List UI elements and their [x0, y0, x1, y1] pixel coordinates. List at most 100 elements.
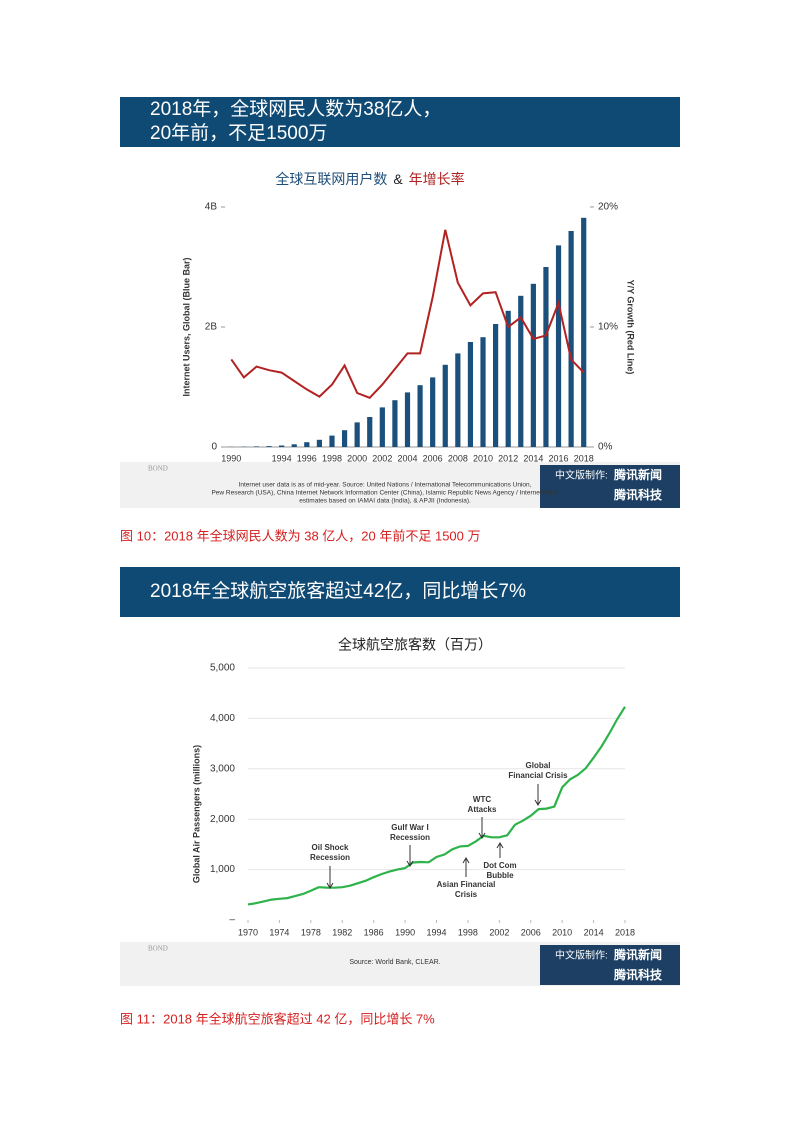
x-tick-label: 1982 — [332, 927, 352, 937]
x-tick-label: 1994 — [426, 927, 446, 937]
bar — [493, 324, 498, 447]
x-tick-label: 2014 — [523, 453, 543, 463]
bond-logo: BOND — [148, 945, 168, 953]
bar — [367, 417, 372, 447]
bar — [329, 436, 334, 447]
x-tick-label: 2004 — [397, 453, 417, 463]
x-tick-label: 1998 — [322, 453, 342, 463]
source-note: estimates based on IAMAI data (India), &… — [299, 498, 471, 505]
y2-tick-label: 0% — [598, 442, 613, 453]
y-tick-label: 3,000 — [210, 763, 235, 774]
bar — [279, 446, 284, 448]
bar — [380, 407, 385, 447]
x-tick-label: 1990 — [221, 453, 241, 463]
y-tick-label: 4B — [205, 202, 218, 213]
y-tick-label: 4,000 — [210, 713, 235, 724]
annotation: Bubble — [486, 871, 514, 880]
chart-title: 全球互联网用户数&年增长率 — [275, 171, 464, 187]
y2-axis-label: Y/Y Growth (Red Line) — [626, 280, 636, 375]
bar — [317, 440, 322, 447]
annotation: WTC — [473, 795, 491, 804]
bond-logo: BOND — [148, 465, 168, 473]
y-axis-label: Internet Users, Global (Blue Bar) — [181, 257, 191, 396]
x-tick-label: 2010 — [473, 453, 493, 463]
bar — [455, 353, 460, 447]
bar — [506, 311, 511, 447]
brand-label: 中文版制作: — [555, 949, 608, 962]
source-note: Source: World Bank, CLEAR. — [349, 959, 440, 966]
banner-text: 2018年，全球网民人数为38亿人， — [150, 98, 441, 120]
caption: 图 11：2018 年全球航空旅客超过 42 亿，同比增长 7% — [120, 1011, 435, 1026]
caption: 图 10：2018 年全球网民人数为 38 亿人，20 年前不足 1500 万 — [120, 528, 481, 543]
brand-name: 腾讯科技 — [613, 967, 663, 982]
y2-tick-label: 10% — [598, 322, 618, 333]
y-tick-label: 2B — [205, 322, 218, 333]
brand-name: 腾讯科技 — [613, 487, 663, 502]
y-tick-label: 2,000 — [210, 814, 235, 825]
x-tick-label: 2014 — [584, 927, 604, 937]
passenger-line — [248, 707, 625, 905]
y-tick-label: 1,000 — [210, 864, 235, 875]
annotation: Financial Crisis — [508, 771, 568, 780]
brand-name: 腾讯新闻 — [613, 467, 662, 482]
bar — [443, 365, 448, 447]
bar — [569, 231, 574, 447]
brand-name: 腾讯新闻 — [613, 947, 662, 962]
x-tick-label: 2000 — [347, 453, 367, 463]
bar — [556, 245, 561, 447]
x-tick-label: 2010 — [552, 927, 572, 937]
bar — [292, 444, 297, 447]
title-part: 全球互联网用户数 — [275, 171, 387, 187]
brand-label: 中文版制作: — [555, 469, 608, 482]
bar — [468, 342, 473, 447]
y-tick-label: 5,000 — [210, 663, 235, 674]
source-note: Pew Research (USA), China Internet Netwo… — [211, 490, 558, 497]
x-tick-label: 2006 — [521, 927, 541, 937]
annotation: Recession — [310, 853, 350, 862]
bar — [543, 267, 548, 447]
x-tick-label: 1986 — [364, 927, 384, 937]
x-tick-label: 2008 — [448, 453, 468, 463]
x-tick-label: 1996 — [297, 453, 317, 463]
title-part: & — [393, 171, 403, 187]
x-tick-label: 1974 — [269, 927, 289, 937]
y-axis-label: Global Air Passengers (millions) — [191, 745, 201, 883]
bar — [304, 442, 309, 447]
x-tick-label: 2018 — [574, 453, 594, 463]
bar — [254, 446, 259, 447]
x-tick-label: 1998 — [458, 927, 478, 937]
bar — [531, 284, 536, 447]
banner-text: 20年前，不足1500万 — [150, 122, 327, 144]
x-tick-label: 1994 — [272, 453, 292, 463]
x-tick-label: 2012 — [498, 453, 518, 463]
bar — [480, 337, 485, 447]
annotation: Attacks — [468, 805, 497, 814]
bar — [405, 392, 410, 447]
source-note: Internet user data is as of mid-year. So… — [239, 482, 532, 489]
y-tick-label: – — [229, 915, 235, 926]
annotation: Global — [526, 761, 551, 770]
x-tick-label: 1970 — [238, 927, 258, 937]
x-tick-label: 2006 — [423, 453, 443, 463]
x-tick-label: 1990 — [395, 927, 415, 937]
x-tick-label: 1978 — [301, 927, 321, 937]
bar — [266, 446, 271, 447]
annotation: Recession — [390, 833, 430, 842]
banner-text: 2018年全球航空旅客超过42亿，同比增长7% — [150, 580, 526, 602]
title-part: 年增长率 — [409, 171, 465, 187]
bar — [581, 218, 586, 447]
bar — [417, 385, 422, 447]
annotation: Dot Com — [483, 861, 516, 870]
bar — [392, 400, 397, 447]
annotation: Oil Shock — [312, 843, 349, 852]
bar — [430, 377, 435, 447]
chart-title: 全球航空旅客数（百万） — [338, 637, 492, 653]
bar — [342, 430, 347, 447]
bar — [355, 422, 360, 447]
x-tick-label: 2002 — [372, 453, 392, 463]
y2-tick-label: 20% — [598, 202, 618, 213]
annotation: Asian Financial — [437, 880, 496, 889]
annotation: Gulf War I — [391, 823, 428, 832]
annotation: Crisis — [455, 890, 478, 899]
